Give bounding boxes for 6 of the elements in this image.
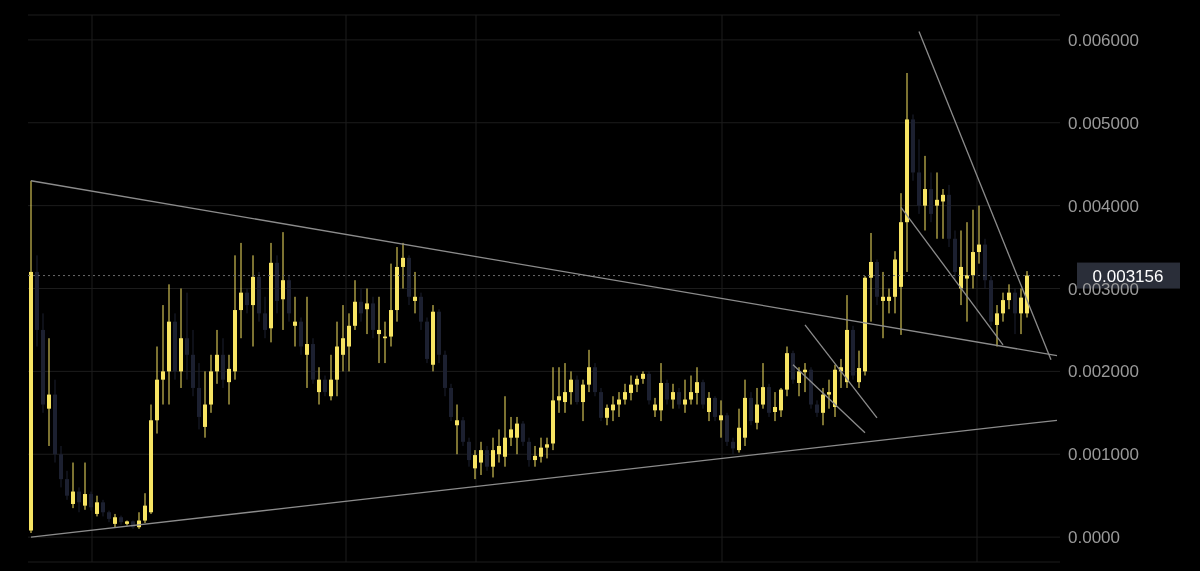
y-tick-label: 0.004000 xyxy=(1068,196,1139,216)
y-tick-label: 0.006000 xyxy=(1068,30,1139,50)
y-tick-label: 0.0000 xyxy=(1068,528,1120,548)
y-tick-label: 0.005000 xyxy=(1068,113,1139,133)
y-tick-label: 0.002000 xyxy=(1068,362,1139,382)
y-tick-label: 0.001000 xyxy=(1068,445,1139,465)
